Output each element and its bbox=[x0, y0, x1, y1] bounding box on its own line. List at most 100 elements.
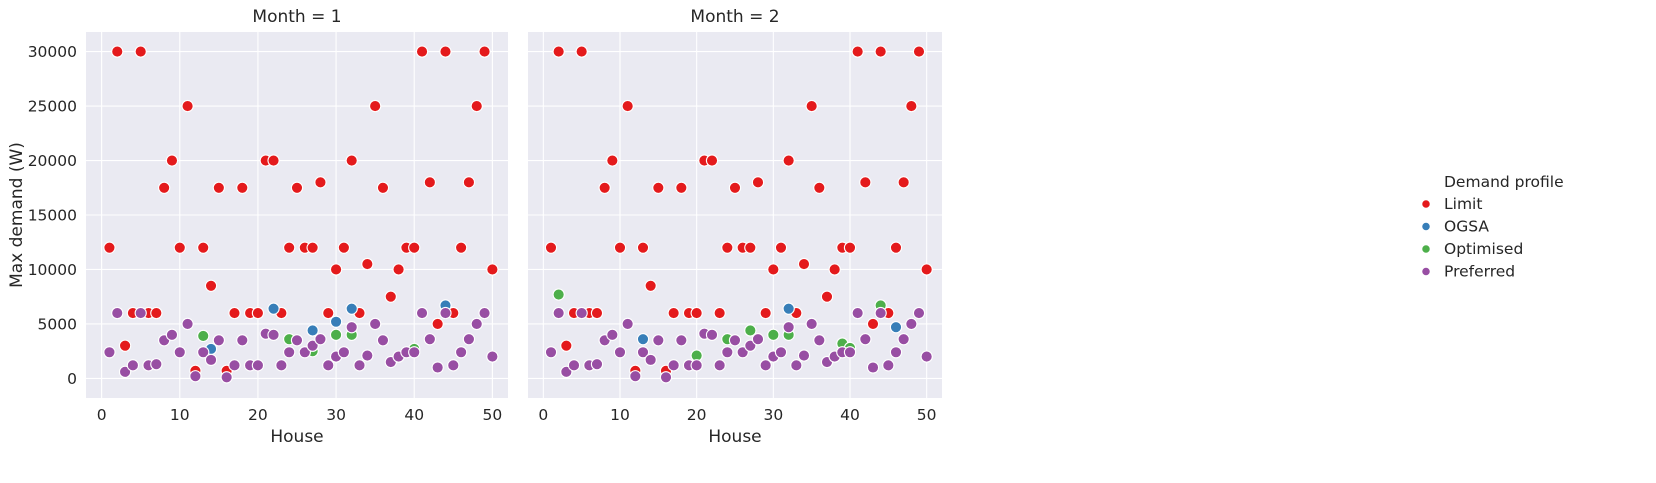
data-point-preferred bbox=[486, 350, 499, 363]
data-point-limit bbox=[820, 290, 834, 303]
data-point-optimised bbox=[744, 324, 757, 337]
data-point-preferred bbox=[306, 339, 319, 352]
x-tick-label: 40 bbox=[840, 406, 860, 424]
x-tick-label: 0 bbox=[97, 406, 107, 424]
y-tick-label: 30000 bbox=[28, 43, 77, 61]
legend-marker-preferred bbox=[1421, 266, 1431, 277]
data-point-preferred bbox=[882, 359, 895, 372]
data-point-limit bbox=[111, 45, 124, 58]
y-tick-label: 25000 bbox=[28, 98, 77, 116]
data-point-limit bbox=[134, 45, 147, 58]
panel-title: Month = 1 bbox=[252, 7, 341, 27]
data-point-ogsa bbox=[306, 324, 319, 337]
data-point-limit bbox=[431, 317, 444, 331]
x-tick-label: 10 bbox=[170, 406, 190, 424]
data-point-limit bbox=[774, 241, 788, 254]
data-point-preferred bbox=[111, 306, 124, 320]
data-point-limit bbox=[267, 154, 280, 167]
data-point-limit bbox=[813, 181, 826, 194]
data-point-limit bbox=[212, 181, 226, 194]
data-point-limit bbox=[866, 317, 880, 331]
data-point-limit bbox=[613, 241, 627, 254]
data-point-limit bbox=[805, 99, 818, 113]
data-point-preferred bbox=[275, 359, 288, 372]
data-point-preferred bbox=[721, 346, 734, 359]
data-point-preferred bbox=[462, 333, 476, 346]
data-point-limit bbox=[329, 263, 343, 276]
data-point-preferred bbox=[774, 346, 788, 359]
data-point-preferred bbox=[408, 346, 421, 359]
data-point-limit bbox=[384, 290, 397, 303]
legend-label-preferred: Preferred bbox=[1444, 263, 1515, 281]
data-point-preferred bbox=[728, 334, 742, 347]
data-point-limit bbox=[251, 306, 265, 320]
data-point-preferred bbox=[181, 317, 194, 331]
y-tick-label: 0 bbox=[67, 370, 77, 388]
legend-marker-limit bbox=[1421, 199, 1431, 209]
data-point-limit bbox=[236, 181, 249, 194]
data-point-limit bbox=[314, 176, 327, 189]
data-point-limit bbox=[705, 154, 719, 167]
data-point-preferred bbox=[905, 317, 918, 331]
x-tick-label: 20 bbox=[687, 406, 707, 424]
data-point-preferred bbox=[415, 306, 429, 320]
data-point-preferred bbox=[659, 371, 673, 384]
data-point-preferred bbox=[690, 359, 703, 372]
data-point-limit bbox=[667, 306, 680, 320]
data-point-preferred bbox=[759, 359, 772, 372]
y-tick-label: 5000 bbox=[38, 315, 77, 333]
x-tick-label: 50 bbox=[917, 406, 937, 424]
data-point-limit bbox=[290, 181, 304, 194]
y-axis-title: Max demand (W) bbox=[7, 142, 27, 288]
x-tick-label: 50 bbox=[483, 406, 503, 424]
data-point-preferred bbox=[189, 370, 202, 383]
y-tick-label: 10000 bbox=[28, 261, 77, 279]
data-point-limit bbox=[118, 339, 132, 352]
data-point-limit bbox=[470, 99, 483, 113]
data-point-preferred bbox=[454, 346, 468, 359]
data-point-preferred bbox=[606, 328, 619, 341]
data-point-preferred bbox=[667, 359, 680, 372]
data-point-preferred bbox=[298, 346, 311, 359]
x-tick-label: 40 bbox=[404, 406, 424, 424]
data-point-preferred bbox=[782, 321, 795, 334]
data-point-limit bbox=[439, 45, 452, 58]
x-axis-title: House bbox=[708, 427, 761, 447]
data-point-preferred bbox=[813, 334, 826, 347]
data-point-preferred bbox=[314, 333, 327, 346]
data-point-preferred bbox=[376, 334, 390, 347]
data-point-preferred bbox=[552, 306, 565, 320]
data-point-preferred bbox=[478, 306, 491, 320]
data-point-limit bbox=[721, 241, 734, 254]
data-point-preferred bbox=[851, 306, 864, 320]
data-point-limit bbox=[759, 306, 772, 320]
data-point-preferred bbox=[470, 317, 483, 331]
data-point-ogsa bbox=[889, 321, 903, 334]
data-point-limit bbox=[173, 241, 186, 254]
data-point-limit bbox=[636, 241, 650, 254]
data-point-preferred bbox=[290, 334, 304, 347]
data-point-preferred bbox=[126, 359, 140, 372]
data-point-optimised bbox=[197, 329, 210, 343]
data-point-limit bbox=[874, 45, 887, 58]
data-point-preferred bbox=[874, 306, 887, 320]
data-point-limit bbox=[652, 181, 665, 194]
data-point-preferred bbox=[713, 359, 726, 372]
data-point-preferred bbox=[251, 359, 265, 372]
data-point-limit bbox=[621, 99, 634, 113]
data-point-preferred bbox=[283, 346, 296, 359]
data-point-ogsa bbox=[345, 302, 358, 315]
data-point-limit bbox=[408, 241, 421, 254]
data-point-limit bbox=[575, 45, 588, 58]
data-point-limit bbox=[560, 339, 573, 352]
data-point-preferred bbox=[751, 333, 765, 346]
data-point-preferred bbox=[439, 306, 452, 320]
data-point-preferred bbox=[103, 346, 116, 359]
data-point-preferred bbox=[889, 346, 903, 359]
data-point-limit bbox=[606, 154, 619, 167]
data-point-limit bbox=[423, 176, 437, 189]
data-point-limit bbox=[462, 176, 476, 189]
data-point-preferred bbox=[228, 359, 241, 372]
data-point-preferred bbox=[322, 359, 335, 372]
